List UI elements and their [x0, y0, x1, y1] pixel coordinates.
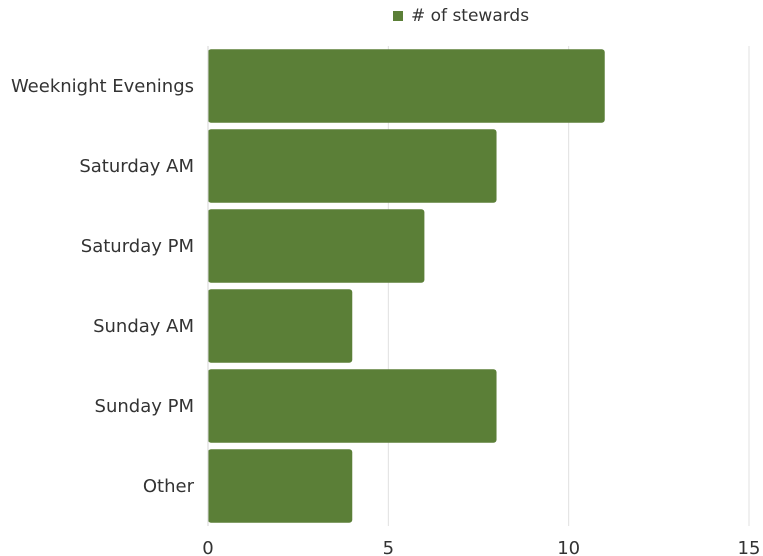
- category-label: Other: [143, 476, 195, 497]
- category-label: Weeknight Evenings: [11, 76, 194, 97]
- category-label: Saturday AM: [79, 156, 194, 177]
- bar: [208, 369, 497, 443]
- bar: [208, 129, 497, 203]
- category-label: Sunday AM: [93, 316, 194, 337]
- category-label: Sunday PM: [95, 396, 194, 417]
- legend-swatch: [393, 11, 403, 21]
- x-tick-label: 5: [383, 538, 394, 556]
- bar: [208, 289, 353, 363]
- bar: [208, 449, 353, 523]
- x-tick-label: 10: [557, 538, 580, 556]
- chart-legend: # of stewards: [393, 6, 529, 26]
- x-tick-label: 15: [738, 538, 761, 556]
- x-tick-label: 0: [202, 538, 213, 556]
- bar: [208, 209, 425, 283]
- legend-label: # of stewards: [411, 6, 530, 26]
- bar: [208, 49, 605, 123]
- category-label: Saturday PM: [81, 236, 194, 257]
